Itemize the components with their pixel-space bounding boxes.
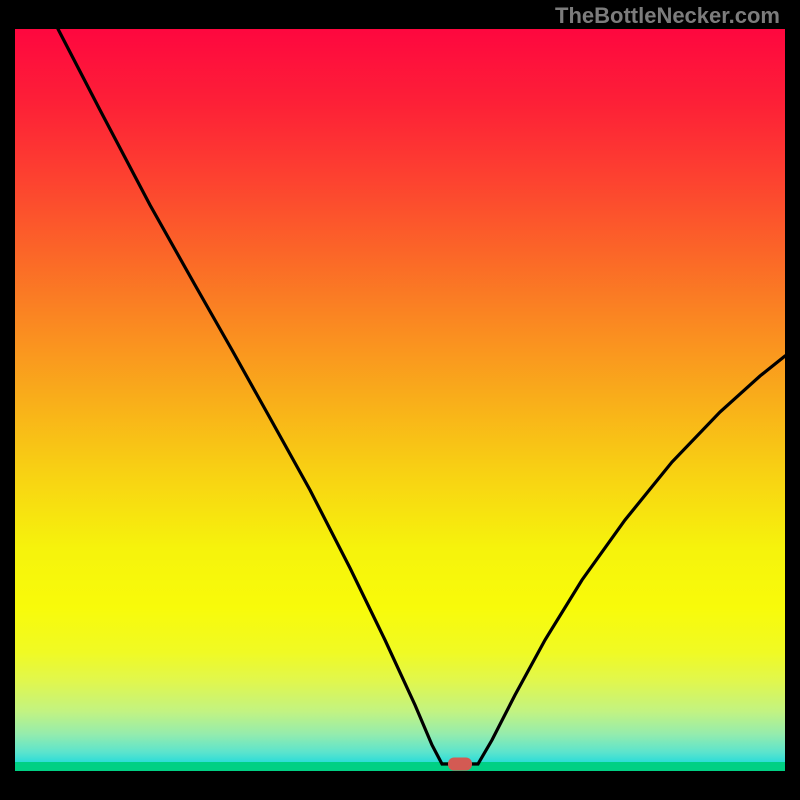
chart-container: TheBottleNecker.com (0, 0, 800, 800)
plot-svg (0, 0, 800, 800)
bottom-green-band (15, 762, 785, 771)
optimal-point-marker (448, 758, 472, 771)
watermark-text: TheBottleNecker.com (555, 3, 780, 29)
gradient-area (15, 29, 785, 771)
